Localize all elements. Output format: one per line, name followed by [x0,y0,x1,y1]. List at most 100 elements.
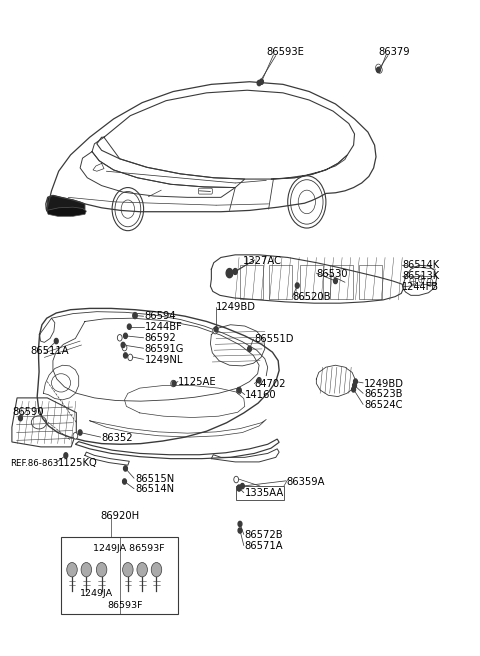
Bar [300,264,323,298]
Text: 86359A: 86359A [287,476,325,487]
Text: 1125KQ: 1125KQ [58,459,97,468]
Ellipse shape [31,416,47,429]
Circle shape [376,68,380,73]
Circle shape [233,269,237,274]
Text: 86352: 86352 [102,433,133,443]
Circle shape [73,432,78,439]
Circle shape [352,387,356,392]
Circle shape [375,64,381,72]
Bar [240,264,263,298]
Circle shape [123,353,127,358]
Polygon shape [47,195,85,216]
Text: 1244FB: 1244FB [402,282,439,292]
Circle shape [112,188,144,231]
Text: 86524C: 86524C [364,400,403,410]
FancyBboxPatch shape [236,486,284,501]
Text: REF.86-863: REF.86-863 [10,459,59,468]
Circle shape [213,327,217,334]
Circle shape [132,312,137,319]
Circle shape [172,381,176,386]
Circle shape [214,327,218,332]
Circle shape [260,79,264,85]
Text: 86513K: 86513K [402,271,439,281]
Text: 1327AC: 1327AC [242,256,281,266]
Circle shape [334,278,337,283]
Circle shape [81,562,92,577]
Circle shape [377,67,382,73]
Text: 1249BD: 1249BD [216,302,256,312]
Text: 86511A: 86511A [30,346,69,356]
Text: 86379: 86379 [378,47,410,57]
Circle shape [54,338,58,344]
Circle shape [233,268,237,274]
Circle shape [354,379,358,384]
Circle shape [237,485,241,491]
Circle shape [295,283,299,288]
Text: 86514K: 86514K [402,260,439,270]
Text: 86571A: 86571A [245,541,283,551]
Circle shape [115,192,141,227]
Text: 86523B: 86523B [364,389,403,399]
Circle shape [117,335,122,341]
Text: 86515N: 86515N [135,474,174,484]
Circle shape [122,479,126,484]
Circle shape [133,313,137,318]
Circle shape [121,200,134,218]
Text: 86572B: 86572B [245,530,283,540]
Text: 1244BF: 1244BF [144,322,182,333]
Bar [330,264,353,298]
Text: 86592: 86592 [144,333,176,344]
Text: 1335AA: 1335AA [245,488,284,499]
Circle shape [122,344,127,351]
Circle shape [96,562,107,577]
Text: 1125AE: 1125AE [178,377,216,387]
Circle shape [137,562,147,577]
Bar [360,264,382,298]
Text: 86593E: 86593E [266,47,304,57]
Circle shape [298,190,315,214]
Circle shape [237,388,241,394]
Circle shape [78,430,82,435]
Bar [269,264,291,298]
Circle shape [257,81,261,86]
Text: 14160: 14160 [245,390,276,400]
Circle shape [151,562,162,577]
FancyBboxPatch shape [61,537,178,614]
Text: 86920H: 86920H [101,511,140,521]
Circle shape [67,562,77,577]
Circle shape [171,380,176,387]
Text: 1249BD: 1249BD [364,379,404,388]
Circle shape [288,176,326,228]
Text: 86530: 86530 [316,270,348,279]
Circle shape [226,268,233,277]
Text: 86514N: 86514N [135,484,174,495]
Circle shape [234,476,239,483]
Text: 86520B: 86520B [292,292,331,302]
Circle shape [237,485,241,491]
Text: 1249JA 86593F: 1249JA 86593F [94,544,165,552]
Text: 86551D: 86551D [254,334,294,344]
Circle shape [257,378,261,383]
Text: 86594: 86594 [144,311,176,321]
Circle shape [121,342,125,348]
Circle shape [64,453,68,458]
Text: 84702: 84702 [254,379,286,389]
Circle shape [240,483,244,489]
Text: 1249NL: 1249NL [144,355,183,365]
Circle shape [19,415,23,420]
Text: 86593F: 86593F [108,601,143,610]
Circle shape [248,346,252,352]
Circle shape [238,522,242,527]
Text: 86591G: 86591G [144,344,184,354]
Circle shape [237,388,241,393]
Circle shape [128,354,132,361]
Circle shape [127,324,131,329]
Circle shape [238,528,242,533]
Text: 86590: 86590 [12,407,44,417]
Circle shape [290,180,323,224]
Circle shape [353,383,357,388]
Circle shape [123,466,127,471]
Text: 1249JA: 1249JA [80,589,113,598]
Circle shape [123,333,127,338]
Polygon shape [47,207,86,216]
